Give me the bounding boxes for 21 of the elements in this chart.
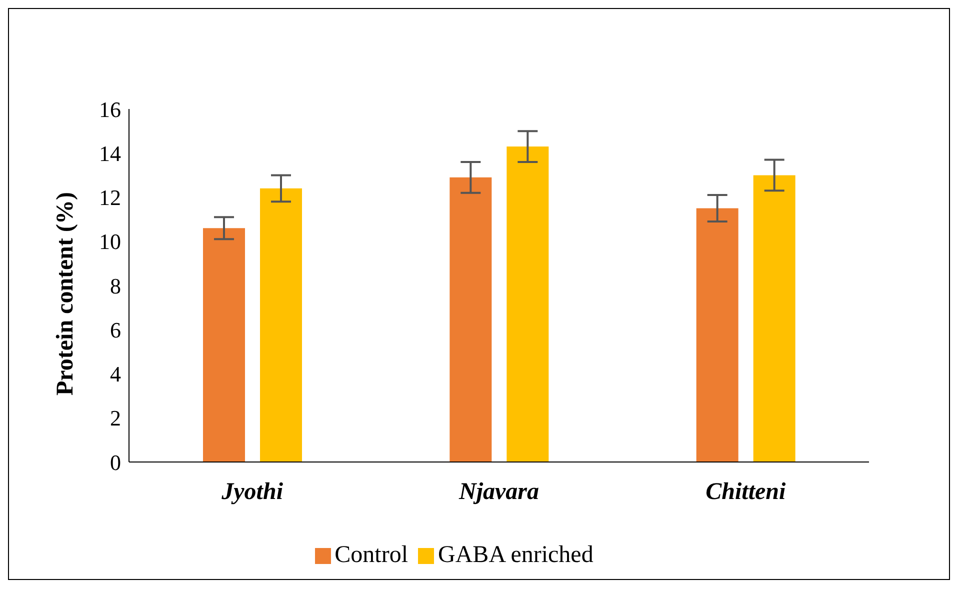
bar [753,175,796,462]
bar [260,188,302,462]
y-tick-label: 8 [110,273,121,298]
legend-label: Control [334,542,408,568]
y-tick-label: 12 [99,185,121,210]
bar [696,208,738,462]
y-tick-label: 6 [110,317,121,342]
y-tick-label: 0 [110,450,121,475]
y-tick-label: 2 [110,406,121,431]
y-tick-label: 4 [110,362,121,387]
x-tick-label: Jyothi [220,479,284,506]
y-tick-label: 14 [99,140,121,166]
y-axis-title: Protein content (%) [52,192,79,396]
y-tick-label: 16 [99,96,121,122]
x-tick-label: Njavara [458,479,539,506]
bar [450,177,492,462]
legend-label: GABA enriched [438,542,594,568]
bar [506,146,549,462]
x-tick-label: Chitteni [706,479,786,506]
bar [203,228,245,462]
y-tick-label: 10 [99,229,121,254]
